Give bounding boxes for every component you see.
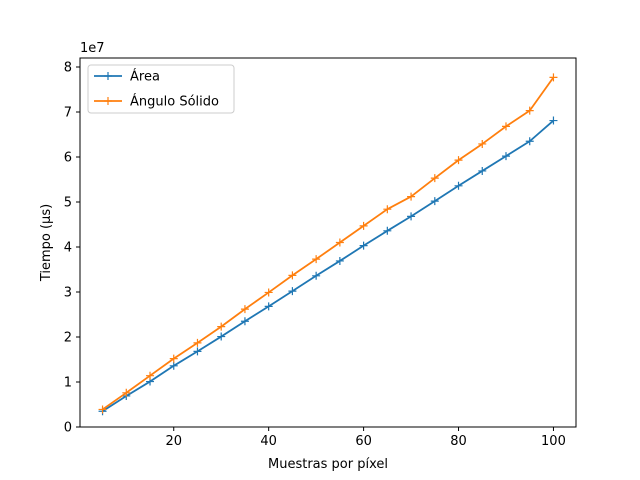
y-tick-label: 4 — [64, 241, 72, 256]
data-point — [122, 388, 131, 397]
data-point — [217, 322, 226, 331]
x-tick-label: 100 — [541, 434, 566, 449]
data-point — [335, 256, 344, 265]
data-point — [169, 361, 178, 370]
data-point — [217, 332, 226, 341]
data-point — [383, 205, 392, 214]
data-point — [549, 73, 558, 82]
y-tick-label: 3 — [64, 286, 72, 301]
data-point — [525, 106, 534, 115]
data-point — [525, 137, 534, 146]
data-point — [454, 181, 463, 190]
legend-marker — [104, 97, 112, 105]
legend-marker — [104, 72, 112, 80]
data-point — [335, 238, 344, 247]
y-tick-label: 5 — [64, 196, 72, 211]
series-line — [102, 119, 555, 413]
series-2 — [98, 73, 558, 414]
data-point — [478, 139, 487, 148]
data-point — [312, 271, 321, 280]
y-tick-label: 7 — [64, 106, 72, 121]
data-point — [407, 192, 416, 201]
x-axis-label: Muestras por píxel — [268, 457, 388, 472]
legend-label: Ángulo Sólido — [130, 94, 219, 110]
data-point — [430, 197, 439, 206]
data-point — [501, 122, 510, 131]
data-point — [193, 347, 202, 356]
legend-box — [87, 64, 235, 114]
data-point — [359, 221, 368, 230]
data-point — [146, 371, 155, 380]
data-point — [288, 271, 297, 280]
data-point — [430, 174, 439, 183]
series-line — [102, 76, 555, 411]
legend-label: Área — [130, 69, 160, 85]
y-tick-label: 0 — [64, 421, 72, 436]
y-tick-label: 2 — [64, 331, 72, 346]
x-tick-label: 80 — [450, 434, 467, 449]
x-axis-ticks: 20 40 60 80 100 — [165, 427, 566, 449]
y-axis-label: Tiempo (μs) — [39, 204, 54, 282]
y-axis-ticks: 0 1 2 3 4 5 6 7 8 — [64, 61, 80, 436]
data-point — [98, 405, 107, 414]
data-point — [264, 302, 273, 311]
data-point — [193, 338, 202, 347]
y-tick-label: 6 — [64, 151, 72, 166]
x-tick-label: 20 — [165, 434, 182, 449]
data-point — [312, 255, 321, 264]
data-point — [478, 166, 487, 175]
data-point — [359, 241, 368, 250]
y-tick-label: 1 — [64, 376, 72, 391]
data-point — [240, 317, 249, 326]
x-tick-label: 40 — [260, 434, 277, 449]
data-point — [288, 287, 297, 296]
data-point — [407, 212, 416, 221]
data-layer — [98, 73, 558, 416]
data-point — [169, 354, 178, 363]
data-point — [501, 152, 510, 161]
data-point — [240, 305, 249, 314]
data-point — [383, 226, 392, 235]
data-point — [264, 288, 273, 297]
data-point — [549, 116, 558, 125]
plot-frame — [79, 57, 577, 428]
y-offset-label: 1e7 — [80, 41, 105, 56]
legend: Área Ángulo Sólido — [87, 64, 235, 114]
y-tick-label: 8 — [64, 61, 72, 76]
x-tick-label: 60 — [355, 434, 372, 449]
data-point — [454, 156, 463, 165]
